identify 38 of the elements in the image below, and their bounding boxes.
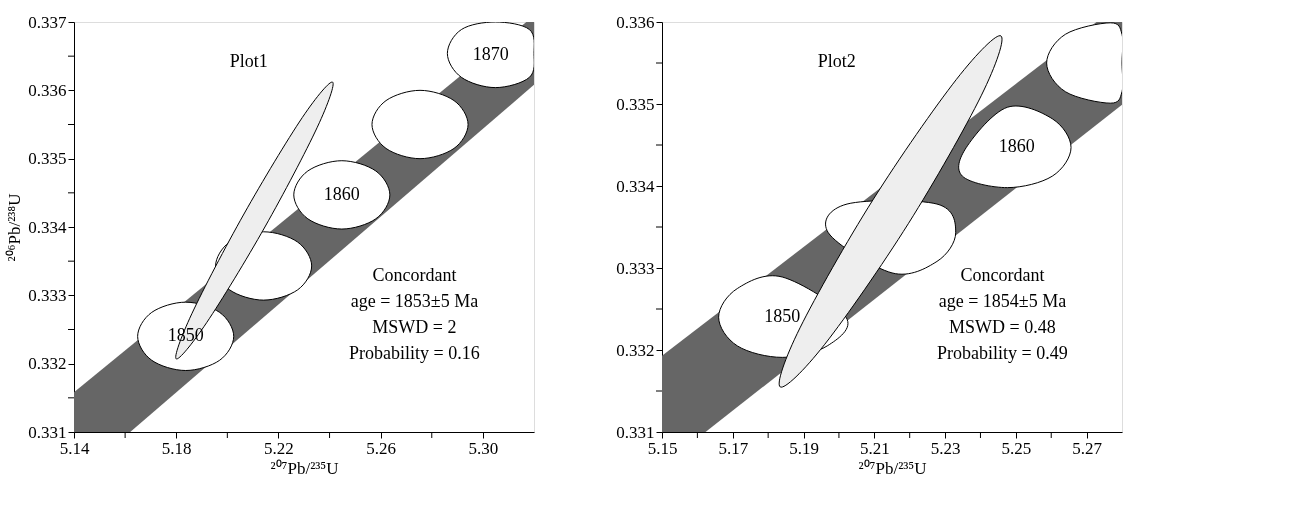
annotation: Probability = 0.49: [937, 343, 1068, 364]
y-axis-title: ²⁰⁶Pb/²³⁸U: [5, 193, 25, 262]
x-tick-label: 5.27: [1072, 438, 1103, 458]
x-tick-label: 5.30: [468, 438, 499, 458]
y-tick-label: 0.332: [28, 354, 67, 374]
annotation: MSWD = 2: [372, 317, 457, 338]
annotation: Plot2: [817, 51, 856, 71]
x-tick-label: 5.26: [366, 438, 397, 458]
x-axis-title: ²⁰⁷Pb/²³⁵U: [858, 458, 927, 478]
x-tick-label: 5.18: [161, 438, 192, 458]
y-tick-label: 0.333: [616, 258, 655, 278]
x-tick-label: 5.19: [789, 438, 819, 458]
y-tick-label: 0.333: [28, 285, 67, 305]
y-tick-label: 0.332: [616, 340, 655, 360]
annotation: age = 1853±5 Ma: [350, 291, 479, 312]
y-tick-label: 0.336: [28, 80, 67, 100]
annotation: MSWD = 0.48: [949, 317, 1056, 338]
annotation: Concordant: [372, 265, 457, 286]
y-tick-label: 0.337: [28, 12, 67, 32]
annotation: 1870: [472, 43, 509, 64]
annotation: 1860: [323, 183, 360, 204]
x-tick-label: 5.23: [930, 438, 961, 458]
y-tick-label: 0.335: [616, 94, 655, 114]
x-tick-label: 5.22: [264, 438, 294, 458]
x-tick-label: 5.25: [1001, 438, 1032, 458]
x-axis-title: ²⁰⁷Pb/²³⁵U: [270, 458, 339, 478]
y-tick-label: 0.334: [28, 217, 67, 237]
y-tick-label: 0.335: [28, 149, 67, 169]
annotation: Concordant: [960, 265, 1045, 286]
x-tick-label: 5.17: [718, 438, 749, 458]
annotation: age = 1854±5 Ma: [938, 291, 1067, 312]
y-tick-label: 0.334: [616, 176, 655, 196]
annotation: Probability = 0.16: [349, 343, 480, 364]
y-tick-label: 0.336: [616, 12, 655, 32]
x-tick-label: 5.21: [859, 438, 890, 458]
annotation: 1860: [998, 136, 1035, 157]
annotation: 1850: [764, 306, 801, 327]
annotation: Plot1: [229, 51, 268, 71]
